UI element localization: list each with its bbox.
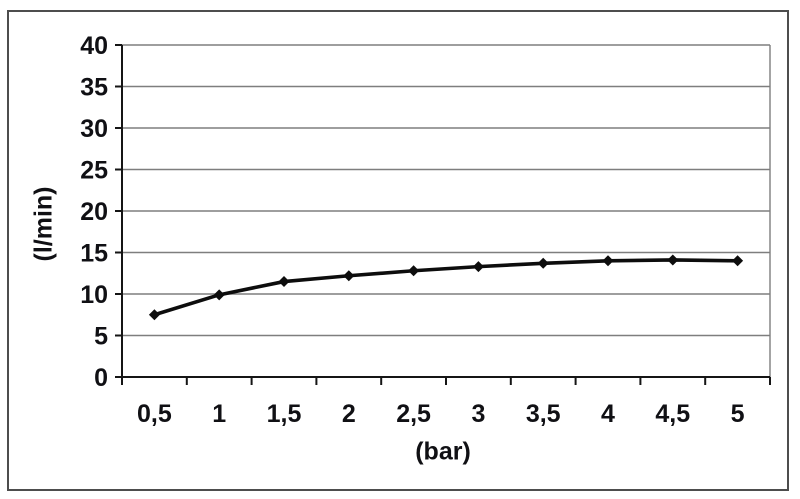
y-tick-label: 20 [80, 198, 108, 226]
x-tick-label: 4,5 [655, 400, 690, 428]
flow-series-line [152, 258, 740, 317]
y-tick-label: 5 [94, 323, 108, 351]
data-point-marker [278, 276, 290, 288]
x-tick-label: 1 [212, 400, 226, 428]
data-point-marker [343, 270, 355, 282]
y-tick-label: 30 [80, 115, 108, 143]
data-point-marker [408, 265, 420, 277]
x-tick-label: 4 [601, 400, 615, 428]
x-tick-label: 3 [471, 400, 485, 428]
y-tick-label: 0 [94, 364, 108, 392]
data-point-marker [602, 255, 614, 267]
data-point-marker [213, 289, 225, 301]
figure-border [7, 10, 789, 491]
y-tick-label: 25 [80, 157, 108, 185]
x-tick-label: 3,5 [526, 400, 561, 428]
x-tick-label: 1,5 [267, 400, 302, 428]
x-tick-label: 5 [731, 400, 745, 428]
x-tick-label: 2,5 [396, 400, 431, 428]
data-point-marker [148, 309, 160, 321]
x-tick-label: 0,5 [137, 400, 172, 428]
data-point-marker [667, 254, 679, 266]
data-point-marker [472, 261, 484, 273]
y-tick-label: 40 [80, 32, 108, 60]
y-tick-label: 35 [80, 74, 108, 102]
data-point-marker [732, 255, 744, 267]
y-axis-label: (l/min) [29, 186, 58, 262]
x-axis-label: (bar) [415, 437, 471, 466]
x-tick-label: 2 [342, 400, 356, 428]
y-tick-label: 15 [80, 240, 108, 268]
y-tick-label: 10 [80, 281, 108, 309]
data-point-marker [537, 257, 549, 269]
